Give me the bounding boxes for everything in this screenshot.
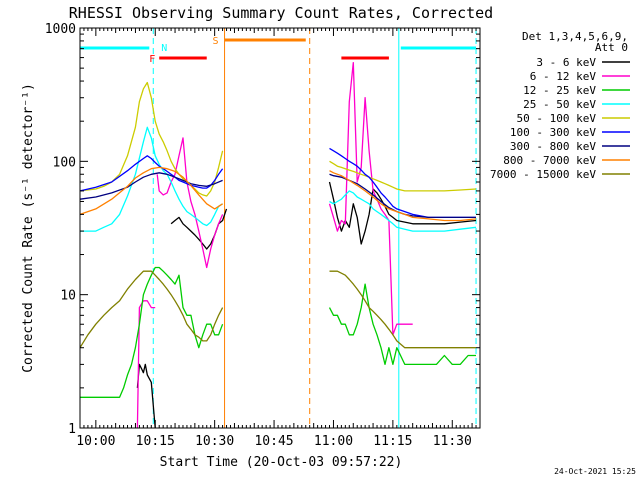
legend-label-6-12-kev: 6 - 12 keV [530,70,597,83]
y-tick-label: 1000 [45,22,76,37]
tick-layer: 1 10 100 1000 10:00 10:15 10:30 10:45 11:00 11:15… [45,22,480,449]
marker-layer: NF S [80,28,477,428]
legend-label-12-25-kev: 12 - 25 keV [523,84,596,97]
y-tick-label: 1 [68,422,76,437]
date-stamp: 24-Oct-2021 15:25 [554,467,636,476]
chart-title: RHESSI Observing Summary Count Rates, Co… [69,4,493,22]
legend-label-50-100-kev: 50 - 100 keV [517,112,597,125]
legend-label-800-7000-kev: 800 - 7000 keV [503,154,596,167]
series-line-50-100-kev [79,81,477,197]
series-line-800-7000-kev [79,166,477,222]
x-tick-label: 10:15 [136,434,175,449]
x-tick-label: 10:00 [76,434,115,449]
series-line-25-50-kev [80,126,477,232]
legend-label-3-6-kev: 3 - 6 keV [536,56,596,69]
legend-label-300-800-kev: 300 - 800 keV [510,140,596,153]
y-axis-label: Corrected Count Rate (s⁻¹ detector⁻¹) [21,83,36,373]
legend-label-25-50-kev: 25 - 50 keV [523,98,596,111]
series-layer [79,61,477,429]
series-line-12-25-kev [80,266,476,398]
legend-label-7000-15000-kev: 7000 - 15000 keV [490,168,596,181]
legend-header-line-1: Det 1,3,4,5,6,9, [522,30,628,43]
x-tick-label: 10:45 [254,434,293,449]
legend-label-100-300-kev: 100 - 300 keV [510,126,596,139]
plot-frame [79,27,481,429]
x-tick-label: 11:30 [433,434,472,449]
series-line-100-300-kev [79,147,476,219]
x-tick-label: 11:00 [314,434,353,449]
marker-label: N [161,43,167,54]
legend-header-line-2: Att 0 [595,41,628,54]
marker-label: F [149,54,155,65]
series-line-7000-15000-kev [79,270,476,349]
x-axis-label: Start Time (20-Oct-03 09:57:22) [160,455,403,470]
y-tick-label: 100 [53,155,76,170]
x-tick-label: 10:30 [195,434,234,449]
y-tick-label: 10 [60,289,76,304]
marker-label: S [213,36,219,47]
x-tick-label: 11:15 [373,434,412,449]
